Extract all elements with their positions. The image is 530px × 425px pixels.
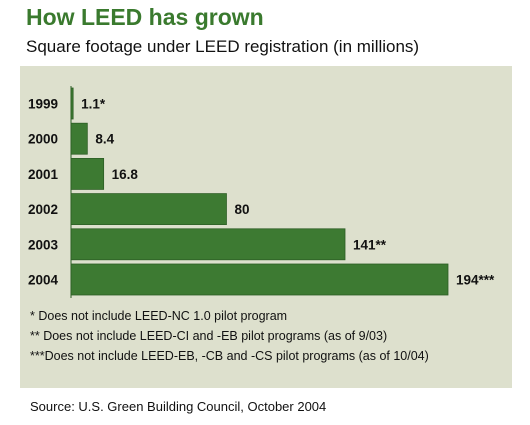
chart-subtitle: Square footage under LEED registration (…: [26, 37, 420, 56]
footnote-1: * Does not include LEED-NC 1.0 pilot pro…: [30, 309, 288, 323]
y-tick-label: 2000: [28, 132, 58, 147]
chart-panel: 1999 1.1* 2000 8.4 2001 16.8 2002 80 2003 141** 20…: [20, 66, 512, 388]
source-credit: Source: U.S. Green Building Council, Oct…: [30, 399, 327, 414]
y-tick-label: 2002: [28, 202, 58, 217]
data-label-2004: 194***: [456, 273, 495, 288]
footnotes: * Does not include LEED-NC 1.0 pilot pro…: [30, 306, 429, 366]
data-label-2002: 80: [234, 202, 249, 217]
data-label-2003: 141**: [353, 237, 387, 252]
y-tick-label: 2001: [28, 167, 59, 182]
bar-2004: [70, 263, 449, 296]
bar-2001: [70, 158, 105, 190]
bar-2000: [70, 122, 88, 155]
bar-2002: [70, 193, 227, 225]
bar-chart: 1999 1.1* 2000 8.4 2001 16.8 2002 80 2003 141** 20…: [28, 86, 495, 298]
chart-title: How LEED has grown: [26, 4, 264, 30]
data-label-2001: 16.8: [112, 167, 139, 182]
y-tick-label: 2003: [28, 237, 59, 252]
y-tick-label: 1999: [28, 97, 58, 112]
bar-2003: [70, 228, 346, 261]
data-label-1999: 1.1*: [81, 97, 106, 112]
y-tick-label: 2004: [28, 273, 59, 288]
footnote-2: ** Does not include LEED-CI and -EB pilo…: [30, 329, 388, 343]
footnote-3: ***Does not include LEED-EB, -CB and -CS…: [30, 349, 429, 363]
bar-1999: [70, 87, 74, 120]
data-label-2000: 8.4: [95, 132, 114, 147]
